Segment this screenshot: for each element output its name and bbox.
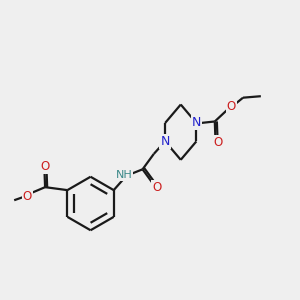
Text: O: O xyxy=(214,136,223,149)
Text: N: N xyxy=(160,135,170,148)
Text: O: O xyxy=(152,181,161,194)
Text: N: N xyxy=(192,116,201,130)
Text: NH: NH xyxy=(116,170,133,180)
Text: O: O xyxy=(40,160,49,173)
Text: O: O xyxy=(226,100,236,112)
Text: O: O xyxy=(22,190,32,203)
